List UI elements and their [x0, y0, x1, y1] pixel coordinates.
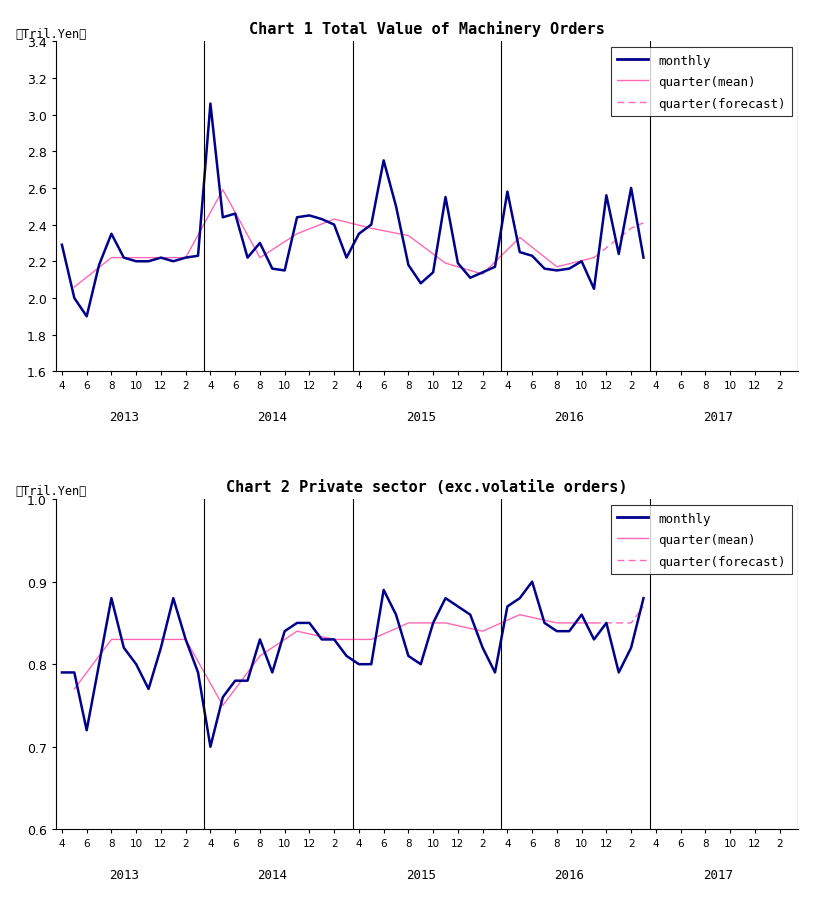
- Text: 2017: 2017: [703, 869, 733, 881]
- Title: Chart 2 Private sector (exc.volatile orders): Chart 2 Private sector (exc.volatile ord…: [226, 479, 627, 494]
- Legend: monthly, quarter(mean), quarter(forecast): monthly, quarter(mean), quarter(forecast…: [611, 49, 792, 117]
- Text: 2017: 2017: [703, 410, 733, 424]
- Text: 2016: 2016: [554, 869, 584, 881]
- Legend: monthly, quarter(mean), quarter(forecast): monthly, quarter(mean), quarter(forecast…: [611, 506, 792, 575]
- Text: 2016: 2016: [554, 410, 584, 424]
- Text: 2014: 2014: [257, 410, 287, 424]
- Text: （Tril.Yen）: （Tril.Yen）: [15, 485, 86, 498]
- Text: 2014: 2014: [257, 869, 287, 881]
- Text: 2013: 2013: [109, 869, 138, 881]
- Text: （Tril.Yen）: （Tril.Yen）: [15, 27, 86, 41]
- Text: 2015: 2015: [405, 410, 436, 424]
- Title: Chart 1 Total Value of Machinery Orders: Chart 1 Total Value of Machinery Orders: [249, 21, 605, 37]
- Text: 2015: 2015: [405, 869, 436, 881]
- Text: 2013: 2013: [109, 410, 138, 424]
